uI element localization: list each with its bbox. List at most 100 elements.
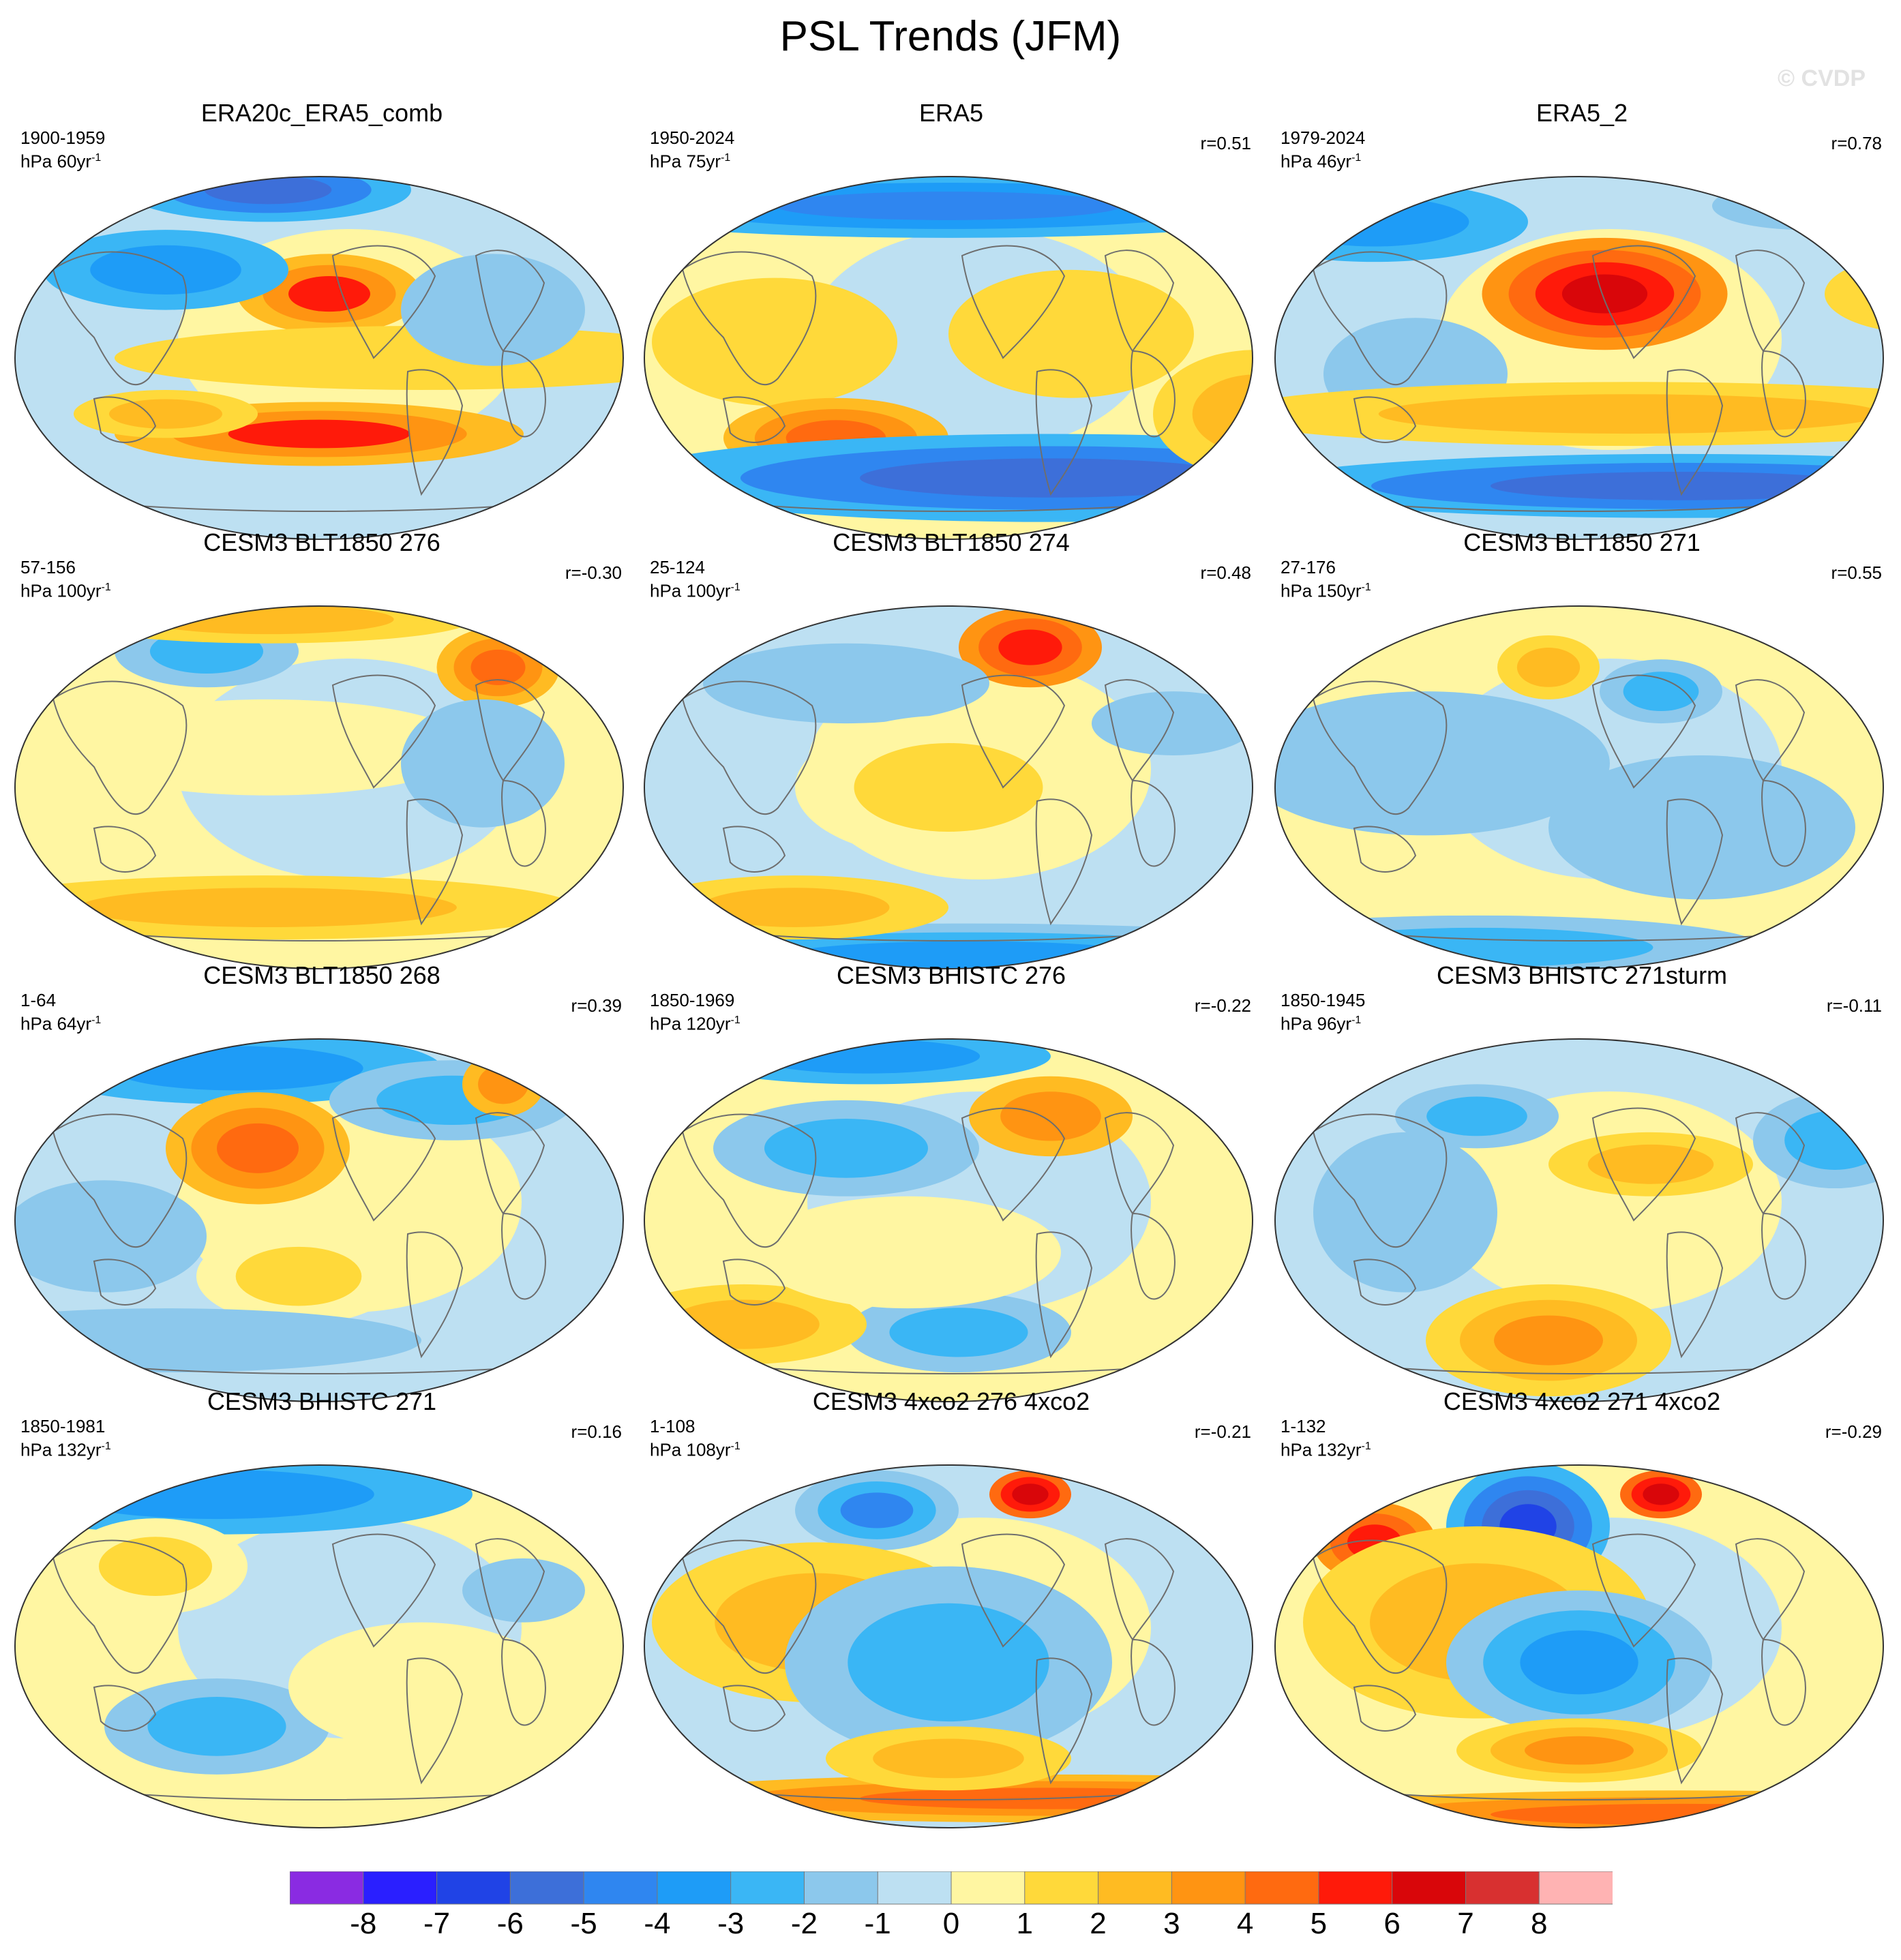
coastline [1591, 245, 1696, 359]
panel-units-exponent: -1 [91, 152, 102, 164]
trend-contour [63, 699, 473, 796]
trend-contour [1000, 1091, 1101, 1141]
coastline [52, 1539, 188, 1674]
trend-contour [1784, 1111, 1883, 1170]
coastline [406, 798, 464, 926]
panel-correlation: r=-0.30 [565, 562, 622, 583]
panel-period: 27-176 [1281, 557, 1336, 577]
coastline [1312, 1539, 1448, 1674]
colorbar-box [436, 1871, 511, 1905]
coastline [1735, 679, 1806, 782]
panel-correlation: r=0.78 [1831, 133, 1882, 153]
coastline [722, 826, 786, 873]
panel-units: hPa 75yr-1 [650, 148, 730, 172]
coastline [1735, 1112, 1806, 1215]
coastline [681, 680, 817, 815]
trend-contour [288, 1622, 554, 1751]
trend-contour [288, 276, 370, 312]
trend-contour [1275, 691, 1610, 836]
panel-units-base: hPa 132yr [1281, 1439, 1362, 1460]
panel-period: 57-156 [20, 557, 76, 577]
trend-contour [1426, 1096, 1527, 1136]
figure-title: PSL Trends (JFM) [779, 13, 1122, 60]
panel-units: hPa 108yr-1 [650, 1436, 740, 1460]
map-border [1274, 1464, 1884, 1828]
panel-period: 1850-1969 [650, 990, 735, 1010]
panel-title: CESM3 4xco2 276 4xco2 [812, 1387, 1090, 1415]
psl-trend-map [1274, 1038, 1884, 1402]
panel-title: ERA5 [918, 99, 984, 127]
trend-contour [98, 1537, 213, 1596]
map-border [644, 1464, 1253, 1828]
coastline [1104, 250, 1175, 352]
coastline [961, 674, 1066, 789]
trend-contour [111, 1046, 363, 1091]
trend-contour [1525, 1736, 1634, 1765]
psl-trend-map [644, 1464, 1253, 1828]
coastline [681, 1113, 817, 1248]
psl-trend-map [14, 1038, 624, 1402]
panel-correlation: r=0.48 [1200, 562, 1251, 583]
trend-contour [1520, 1630, 1638, 1695]
colorbar-box [730, 1871, 805, 1905]
coastline [475, 679, 545, 782]
panel-units: hPa 132yr-1 [1281, 1436, 1371, 1460]
colorbar-tick-label: -5 [570, 1907, 597, 1940]
coastline [1131, 1638, 1176, 1726]
trend-contour [546, 197, 614, 239]
trend-contour [1643, 1483, 1679, 1505]
panel-title: ERA20c_ERA5_comb [200, 99, 443, 127]
panel-correlation: r=-0.11 [1826, 995, 1882, 1016]
colorbar-box [1465, 1871, 1540, 1905]
map-border [14, 176, 624, 540]
coastline [722, 396, 786, 443]
coastline [1353, 1685, 1417, 1732]
panel-units-base: hPa 108yr [650, 1439, 731, 1460]
map-panel: ERA5_2 1979-2024 hPa 46yr-1 r=0.78 [1268, 99, 1896, 540]
panel-units: hPa 46yr-1 [1281, 148, 1361, 172]
panel-title: ERA5_2 [1536, 99, 1628, 127]
cvdp-watermark: © CVDP [1778, 65, 1866, 91]
panel-units-exponent: -1 [1361, 582, 1371, 593]
panel-period: 1-64 [20, 990, 57, 1010]
panel-units: hPa 100yr-1 [20, 577, 111, 601]
trend-contour [401, 699, 565, 828]
map-panel: CESM3 BLT1850 268 1-64 hPa 64yr-1 r=0.39 [8, 961, 635, 1402]
psl-trend-map [1274, 605, 1884, 969]
coastline [1104, 679, 1175, 782]
trend-contour [1516, 648, 1581, 687]
colorbar-tick-label: 0 [942, 1907, 960, 1940]
panel-units-base: hPa 46yr [1281, 151, 1352, 172]
coastline [93, 1685, 157, 1732]
colorbar-box [1171, 1871, 1246, 1905]
coastline [1312, 251, 1448, 386]
coastline [1131, 350, 1176, 438]
coastline [1035, 798, 1093, 926]
coastline [52, 1113, 188, 1248]
panel-title: CESM3 BLT1850 274 [833, 528, 1070, 556]
map-border [644, 605, 1253, 969]
trend-contour [998, 629, 1062, 665]
psl-trend-map [644, 605, 1253, 969]
trend-contour [204, 177, 332, 205]
panel-units-base: hPa 96yr [1281, 1013, 1352, 1034]
panel-period: 1-132 [1281, 1416, 1326, 1436]
panel-units-exponent: -1 [730, 582, 740, 593]
trend-contour [1623, 672, 1699, 712]
coastline [406, 1657, 464, 1785]
colorbar-box [1538, 1871, 1613, 1905]
coastline [501, 1212, 546, 1300]
panel-units-exponent: -1 [730, 1014, 740, 1026]
coastline [475, 1112, 545, 1215]
map-border [644, 176, 1253, 540]
panel-units-base: hPa 75yr [650, 151, 721, 172]
colorbar-tick-label: 7 [1457, 1907, 1474, 1940]
coastline [93, 396, 157, 443]
trend-contour [754, 1196, 1061, 1309]
trend-contour [873, 1738, 1024, 1779]
psl-trend-map [14, 1464, 624, 1828]
coastline [475, 250, 545, 352]
colorbar-box [290, 1871, 364, 1905]
panel-units: hPa 64yr-1 [20, 1010, 101, 1034]
colorbar-box [1318, 1871, 1393, 1905]
